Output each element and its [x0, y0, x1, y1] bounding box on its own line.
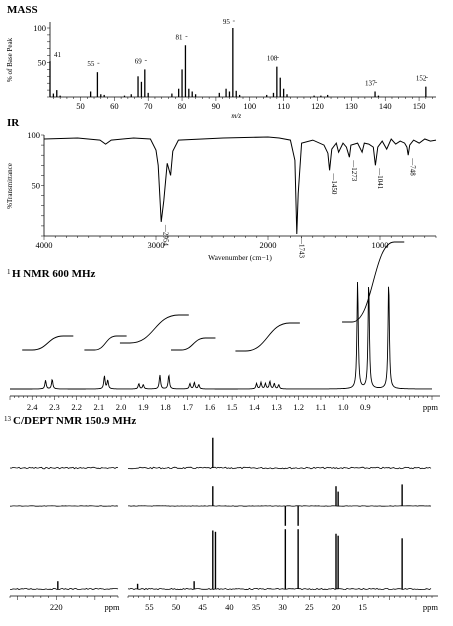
cnmr-right-xtick-label: 20 [332, 602, 341, 612]
hnmr-integral [171, 337, 216, 351]
hnmr-xtick-label: 1.6 [205, 402, 216, 412]
cnmr-right-xtick-label: 40 [225, 602, 234, 612]
cnmr-title: C/DEPT NMR 150.9 MHz [13, 415, 136, 427]
ir-peak-label: —1041 [376, 167, 384, 190]
mass-peak-label: 55 [87, 60, 95, 68]
cnmr-left-xtick-label: 220 [50, 602, 63, 612]
hnmr-spectrum [10, 281, 432, 390]
mass-peak-label: 95 [223, 18, 231, 26]
ir-xtick-label: 1000 [372, 240, 389, 250]
ir-peak-label: —2954 [162, 224, 170, 247]
hnmr-title: H NMR 600 MHz [12, 268, 96, 280]
ir-peak-label: —1743 [297, 236, 305, 258]
cnmr-carbon-baseline [9, 587, 119, 591]
mass-ylabel: % of Base Peak [6, 37, 14, 82]
cnmr-right-xtick-label: 45 [198, 602, 207, 612]
mass-peak-label: 108 [267, 55, 278, 63]
hnmr-integral [22, 335, 74, 351]
cnmr-right-xtick-label: 30 [278, 602, 287, 612]
hnmr-integral [119, 314, 189, 344]
ir-peak-label: —748 [409, 157, 417, 176]
hnmr-xtick-label: 2.0 [116, 402, 127, 412]
mass-peak-label: 69 [135, 57, 143, 65]
ir-title: IR [7, 117, 20, 129]
mass-xlabel: m/z [231, 112, 241, 120]
cnmr-title-sup: 13 [4, 415, 12, 423]
ir-ytick-label: 100 [27, 130, 40, 140]
mass-peak-label: 41 [54, 51, 62, 59]
hnmr-xtick-label: 0.9 [360, 402, 371, 412]
mass-xtick-label: 150 [413, 101, 426, 111]
hnmr-integral [235, 322, 300, 352]
ir-ylabel: %Transmittance [6, 163, 14, 209]
cnmr-carbon-baseline [127, 587, 432, 591]
ir-spectrum [43, 136, 437, 235]
cnmr-dept90-baseline [127, 466, 432, 470]
hnmr-xtick-label: 1.2 [293, 402, 304, 412]
mass-xtick-label: 90 [212, 101, 221, 111]
hnmr-xtick-label: 2.1 [94, 402, 105, 412]
mass-xtick-label: 130 [345, 101, 358, 111]
hnmr-xtick-label: 1.5 [227, 402, 238, 412]
cnmr-right-xtick-label: 55 [145, 602, 154, 612]
mass-xtick-label: 120 [311, 101, 324, 111]
hnmr-title-sup: 1 [7, 268, 11, 276]
cnmr-right-xtick-label: 35 [252, 602, 261, 612]
ir-xtick-label: 2000 [260, 240, 277, 250]
hnmr-integral [84, 335, 127, 351]
hnmr-xlabel: ppm [423, 402, 439, 412]
mass-title: MASS [7, 4, 38, 16]
mass-xtick-label: 110 [277, 101, 289, 111]
ir-xtick-label: 4000 [36, 240, 53, 250]
mass-peak-label: 152 [416, 75, 427, 83]
mass-ytick-label: 100 [33, 23, 46, 33]
cnmr-dept90-baseline [9, 466, 119, 470]
mass-xtick-label: 140 [379, 101, 392, 111]
cnmr-right-xtick-label: 25 [305, 602, 314, 612]
mass-xtick-label: 50 [76, 101, 85, 111]
cnmr-left-xlabel: ppm [104, 602, 120, 612]
cnmr-right-xtick-label: 15 [358, 602, 367, 612]
mass-xtick-label: 80 [178, 101, 187, 111]
cnmr-right-xtick-label: 50 [172, 602, 181, 612]
ir-peak-label: —1450 [330, 172, 338, 195]
hnmr-xtick-label: 1.0 [338, 402, 349, 412]
mass-peak-label: 137 [365, 79, 376, 87]
mass-xtick-label: 60 [110, 101, 119, 111]
hnmr-integral [342, 241, 405, 323]
hnmr-xtick-label: 1.1 [316, 402, 327, 412]
hnmr-xtick-label: 1.3 [271, 402, 282, 412]
ir-xlabel: Wavenumber (cm−1) [208, 253, 272, 262]
hnmr-xtick-label: 2.2 [71, 402, 82, 412]
hnmr-xtick-label: 1.9 [138, 402, 149, 412]
hnmr-xtick-label: 1.8 [160, 402, 171, 412]
ir-peak-label: —1273 [350, 159, 358, 182]
ir-ytick-label: 50 [32, 181, 41, 191]
mass-peak-label: 81 [175, 33, 183, 41]
mass-xtick-label: 100 [243, 101, 256, 111]
hnmr-xtick-label: 1.7 [182, 402, 193, 412]
hnmr-xtick-label: 2.3 [49, 402, 60, 412]
ir-xtick-label: 3000 [148, 240, 165, 250]
cnmr-right-xlabel: ppm [423, 602, 439, 612]
mass-ytick-label: 50 [38, 58, 47, 68]
mass-xtick-label: 70 [144, 101, 153, 111]
hnmr-xtick-label: 2.4 [27, 402, 38, 412]
hnmr-xtick-label: 1.4 [249, 402, 260, 412]
